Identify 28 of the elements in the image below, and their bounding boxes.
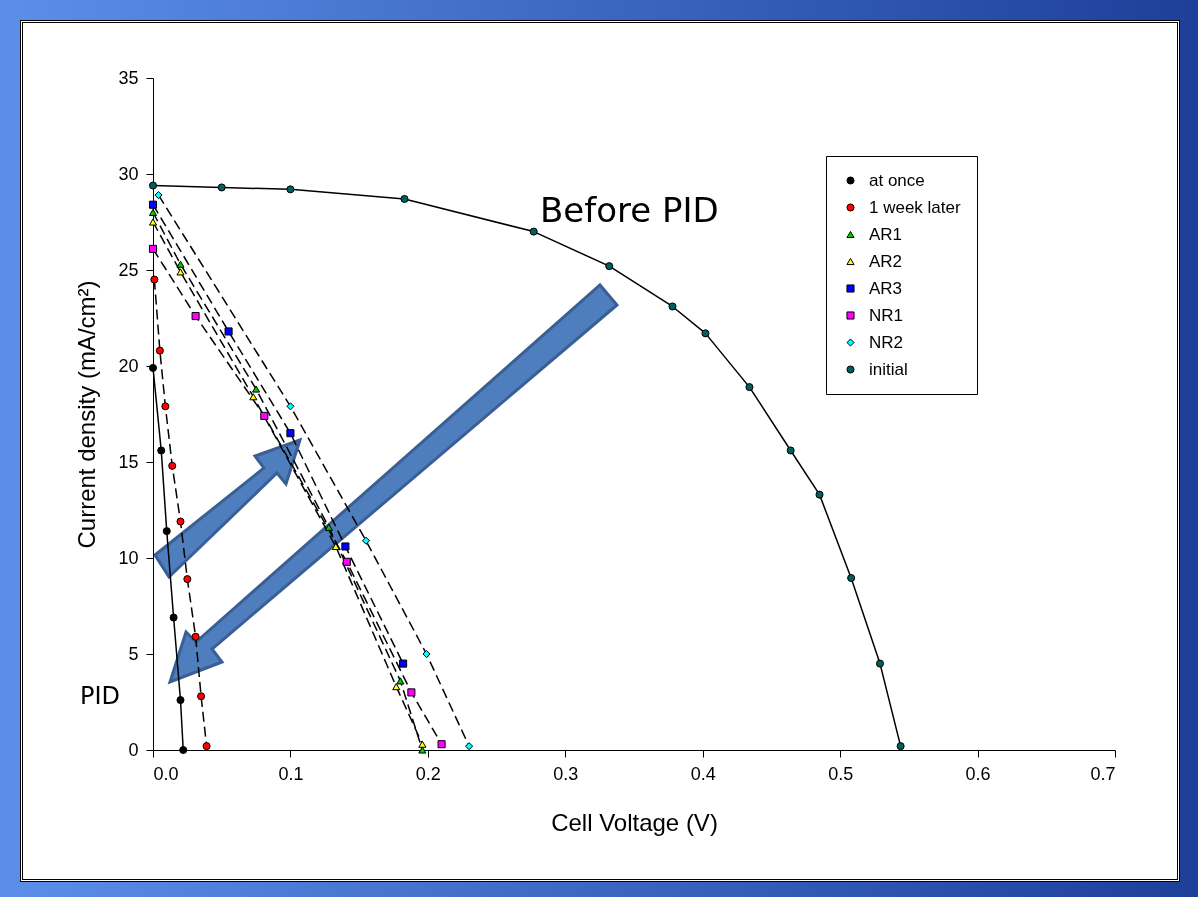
annotation: Before PID bbox=[540, 190, 719, 230]
y-tick-label: 15 bbox=[118, 451, 139, 472]
x-tick-label: 0.2 bbox=[415, 763, 441, 784]
legend-label: AR2 bbox=[869, 251, 903, 271]
y-tick-label: 10 bbox=[118, 547, 139, 568]
legend-label: at once bbox=[869, 170, 925, 190]
text: PID bbox=[80, 682, 121, 710]
y-tick-label: 25 bbox=[118, 259, 139, 280]
legend-label: initial bbox=[869, 359, 908, 379]
x-tick-label: 0.5 bbox=[828, 763, 854, 784]
y-tick-label: 0 bbox=[128, 739, 139, 760]
legend-label: AR1 bbox=[869, 224, 903, 244]
y-tick-label: 20 bbox=[118, 355, 139, 376]
y-axis-title: Current density (mA/cm²) bbox=[73, 280, 101, 549]
y-tick-label: 5 bbox=[128, 643, 139, 664]
legend-label: 1 week later bbox=[869, 197, 961, 217]
x-tick-label: 0.0 bbox=[153, 763, 179, 784]
x-tick-label: 0.1 bbox=[278, 763, 304, 784]
x-tick-label: 0.3 bbox=[553, 763, 579, 784]
legend-label: NR1 bbox=[869, 305, 904, 325]
legend-label: NR2 bbox=[869, 332, 904, 352]
y-tick-label: 30 bbox=[118, 163, 139, 184]
x-axis-title: Cell Voltage (V) bbox=[551, 808, 718, 836]
x-tick-label: 0.6 bbox=[965, 763, 991, 784]
y-tick-label: 35 bbox=[118, 67, 139, 88]
x-tick-label: 0.4 bbox=[690, 763, 716, 784]
legend-label: AR3 bbox=[869, 278, 903, 298]
x-tick-label: 0.7 bbox=[1090, 763, 1116, 784]
